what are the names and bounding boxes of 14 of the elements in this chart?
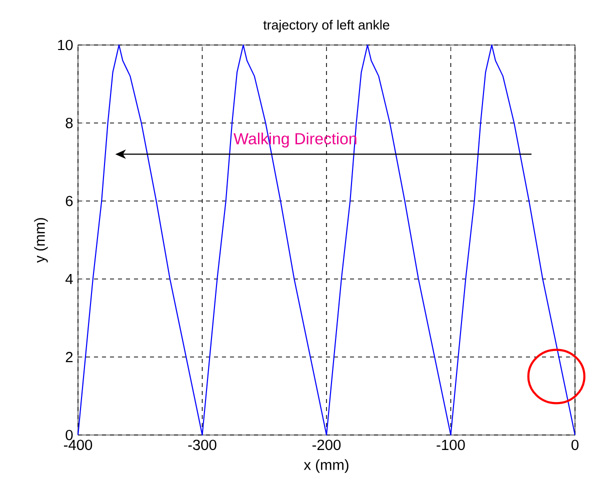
x-tick-label: -200 [312,440,341,450]
x-axis-title: x (mm) [304,459,348,473]
x-tick-label: -100 [436,440,465,450]
chart-title: trajectory of left ankle [263,20,390,32]
x-tick-label: 0 [571,440,578,450]
x-tick-label: -400 [64,440,92,450]
y-tick-label: 0 [66,430,73,440]
y-tick-label: 10 [58,40,73,50]
y-tick-label: 8 [66,118,73,128]
y-axis-title: y (mm) [34,218,48,263]
y-tick-label: 6 [66,196,73,206]
y-tick-label: 4 [65,274,73,284]
y-tick-label: 2 [66,352,73,362]
x-tick-label: -300 [188,440,216,450]
